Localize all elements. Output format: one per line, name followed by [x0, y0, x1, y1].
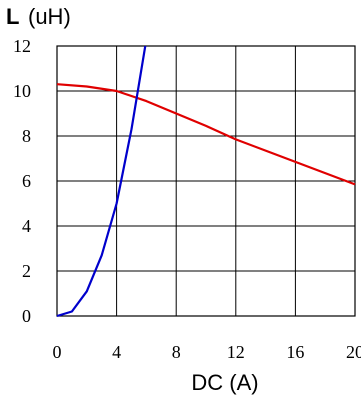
- y-axis-label-bold: L: [6, 4, 19, 29]
- x-axis-label: DC (A): [191, 370, 258, 395]
- x-tick-label: 8: [172, 342, 181, 362]
- y-tick-label: 10: [13, 81, 31, 101]
- series-lines: [56, 46, 356, 318]
- x-tick-label: 4: [112, 342, 121, 362]
- x-tick-label: 16: [286, 342, 304, 362]
- y-tick-label: 0: [22, 306, 31, 326]
- grid: [56, 45, 356, 317]
- tick-labels: 0 4 8 12 16 20 0 2 4 6 8 10 12: [13, 36, 361, 362]
- x-tick-label: 0: [53, 342, 62, 362]
- y-axis-label-unit: (uH): [28, 4, 71, 29]
- y-tick-label: 4: [22, 216, 31, 236]
- y-tick-label: 6: [22, 171, 31, 191]
- x-tick-label: 12: [227, 342, 245, 362]
- series-line-red: [56, 83, 356, 186]
- plot-border: [56, 45, 356, 317]
- y-tick-label: 8: [22, 126, 31, 146]
- y-tick-label: 2: [22, 261, 31, 281]
- y-tick-label: 12: [13, 36, 31, 56]
- x-tick-label: 20: [346, 342, 361, 362]
- series-line-blue: [56, 46, 147, 318]
